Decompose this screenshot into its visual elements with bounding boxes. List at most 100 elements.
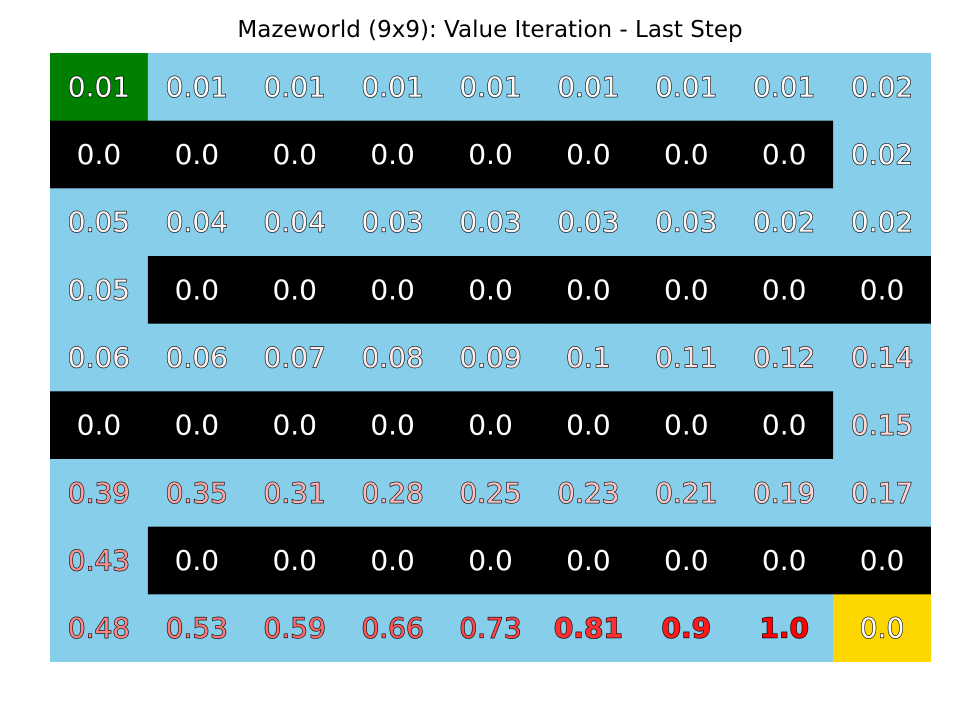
wall-cell bbox=[441, 391, 540, 460]
free-cell bbox=[441, 53, 540, 122]
free-cell bbox=[343, 594, 443, 662]
cell-value: 0.0 bbox=[762, 138, 807, 171]
cell-value: 0.0 bbox=[566, 544, 611, 577]
cell-value: 0.0 bbox=[762, 273, 807, 306]
wall-cell bbox=[245, 120, 345, 189]
free-cell bbox=[147, 459, 247, 528]
free-cell bbox=[637, 459, 736, 528]
grid-svg: 0.01 0.01 0.01 0.01 0.01 0.01 0.01 0.01 0.02 0.0 0… bbox=[50, 53, 931, 662]
cell-value: 0.0 bbox=[762, 544, 807, 577]
cell-value: 0.59 bbox=[264, 612, 326, 645]
free-cell bbox=[735, 188, 834, 257]
free-cell bbox=[147, 594, 247, 662]
free-cell bbox=[147, 188, 247, 257]
cell-value: 0.0 bbox=[468, 138, 513, 171]
free-cell bbox=[441, 459, 540, 528]
wall-cell bbox=[50, 120, 149, 189]
free-cell bbox=[539, 188, 638, 257]
wall-cell bbox=[147, 391, 247, 460]
cell-value: 0.28 bbox=[361, 476, 423, 509]
cell-value: 0.02 bbox=[851, 70, 913, 103]
cell-value: 0.1 bbox=[566, 341, 611, 374]
free-cell bbox=[343, 188, 443, 257]
cell-value: 0.04 bbox=[264, 206, 326, 239]
cell-value: 0.02 bbox=[851, 206, 913, 239]
wall-cell bbox=[735, 526, 834, 595]
cell-value: 0.03 bbox=[557, 206, 619, 239]
free-cell bbox=[539, 459, 638, 528]
wall-cell bbox=[441, 120, 540, 189]
free-cell bbox=[833, 459, 931, 528]
cell-value: 0.0 bbox=[860, 273, 905, 306]
cell-value: 0.09 bbox=[459, 341, 521, 374]
free-cell bbox=[637, 323, 736, 392]
free-cell bbox=[343, 323, 443, 392]
cell-value: 0.43 bbox=[68, 544, 130, 577]
cell-value: 0.0 bbox=[664, 273, 709, 306]
cell-value: 0.12 bbox=[753, 341, 815, 374]
free-cell bbox=[50, 526, 149, 595]
free-cell bbox=[735, 594, 834, 662]
cell-value: 0.0 bbox=[272, 273, 317, 306]
free-cell bbox=[441, 188, 540, 257]
free-cell bbox=[735, 53, 834, 122]
free-cell bbox=[147, 53, 247, 122]
cell-value: 0.31 bbox=[264, 476, 326, 509]
cell-value: 0.21 bbox=[655, 476, 717, 509]
cell-value: 0.0 bbox=[175, 273, 220, 306]
free-cell bbox=[147, 323, 247, 392]
wall-cell bbox=[441, 526, 540, 595]
wall-cell bbox=[539, 391, 638, 460]
cell-value: 0.02 bbox=[753, 206, 815, 239]
cell-value: 0.05 bbox=[68, 206, 130, 239]
wall-cell bbox=[637, 391, 736, 460]
cell-value: 0.66 bbox=[361, 612, 423, 645]
wall-cell bbox=[343, 120, 443, 189]
wall-cell bbox=[539, 120, 638, 189]
cell-value: 0.01 bbox=[459, 70, 521, 103]
cell-value: 0.02 bbox=[851, 138, 913, 171]
cell-value: 0.0 bbox=[272, 544, 317, 577]
value-grid: 0.01 0.01 0.01 0.01 0.01 0.01 0.01 0.01 0.02 0.0 0… bbox=[50, 53, 931, 662]
cell-value: 0.19 bbox=[753, 476, 815, 509]
free-cell bbox=[245, 188, 345, 257]
cell-value: 0.01 bbox=[753, 70, 815, 103]
cell-value: 0.0 bbox=[175, 138, 220, 171]
cell-value: 0.0 bbox=[664, 138, 709, 171]
cell-value: 0.39 bbox=[68, 476, 130, 509]
cell-value: 0.03 bbox=[459, 206, 521, 239]
free-cell bbox=[245, 594, 345, 662]
free-cell bbox=[50, 323, 149, 392]
wall-cell bbox=[147, 120, 247, 189]
free-cell bbox=[539, 594, 638, 662]
wall-cell bbox=[833, 526, 931, 595]
wall-cell bbox=[147, 526, 247, 595]
start-cell bbox=[50, 53, 149, 122]
cell-value: 0.15 bbox=[851, 409, 913, 442]
wall-cell bbox=[637, 120, 736, 189]
cell-value: 0.01 bbox=[68, 70, 130, 103]
free-cell bbox=[441, 594, 540, 662]
free-cell bbox=[833, 188, 931, 257]
cell-value: 0.0 bbox=[860, 612, 905, 645]
cell-value: 1.0 bbox=[759, 612, 809, 645]
cell-value: 0.0 bbox=[370, 544, 415, 577]
cell-value: 0.07 bbox=[264, 341, 326, 374]
cell-value: 0.53 bbox=[166, 612, 228, 645]
wall-cell bbox=[343, 391, 443, 460]
free-cell bbox=[833, 391, 931, 460]
wall-cell bbox=[637, 256, 736, 325]
cell-value: 0.01 bbox=[264, 70, 326, 103]
cell-value: 0.0 bbox=[272, 138, 317, 171]
cell-value: 0.0 bbox=[175, 544, 220, 577]
free-cell bbox=[50, 594, 149, 662]
goal-cell bbox=[833, 594, 931, 662]
cell-value: 0.0 bbox=[664, 409, 709, 442]
chart-title: Mazeworld (9x9): Value Iteration - Last … bbox=[237, 17, 743, 43]
cell-value: 0.0 bbox=[272, 409, 317, 442]
cell-value: 0.0 bbox=[566, 273, 611, 306]
cell-value: 0.0 bbox=[762, 409, 807, 442]
wall-cell bbox=[539, 526, 638, 595]
free-cell bbox=[50, 256, 149, 325]
wall-cell bbox=[50, 391, 149, 460]
